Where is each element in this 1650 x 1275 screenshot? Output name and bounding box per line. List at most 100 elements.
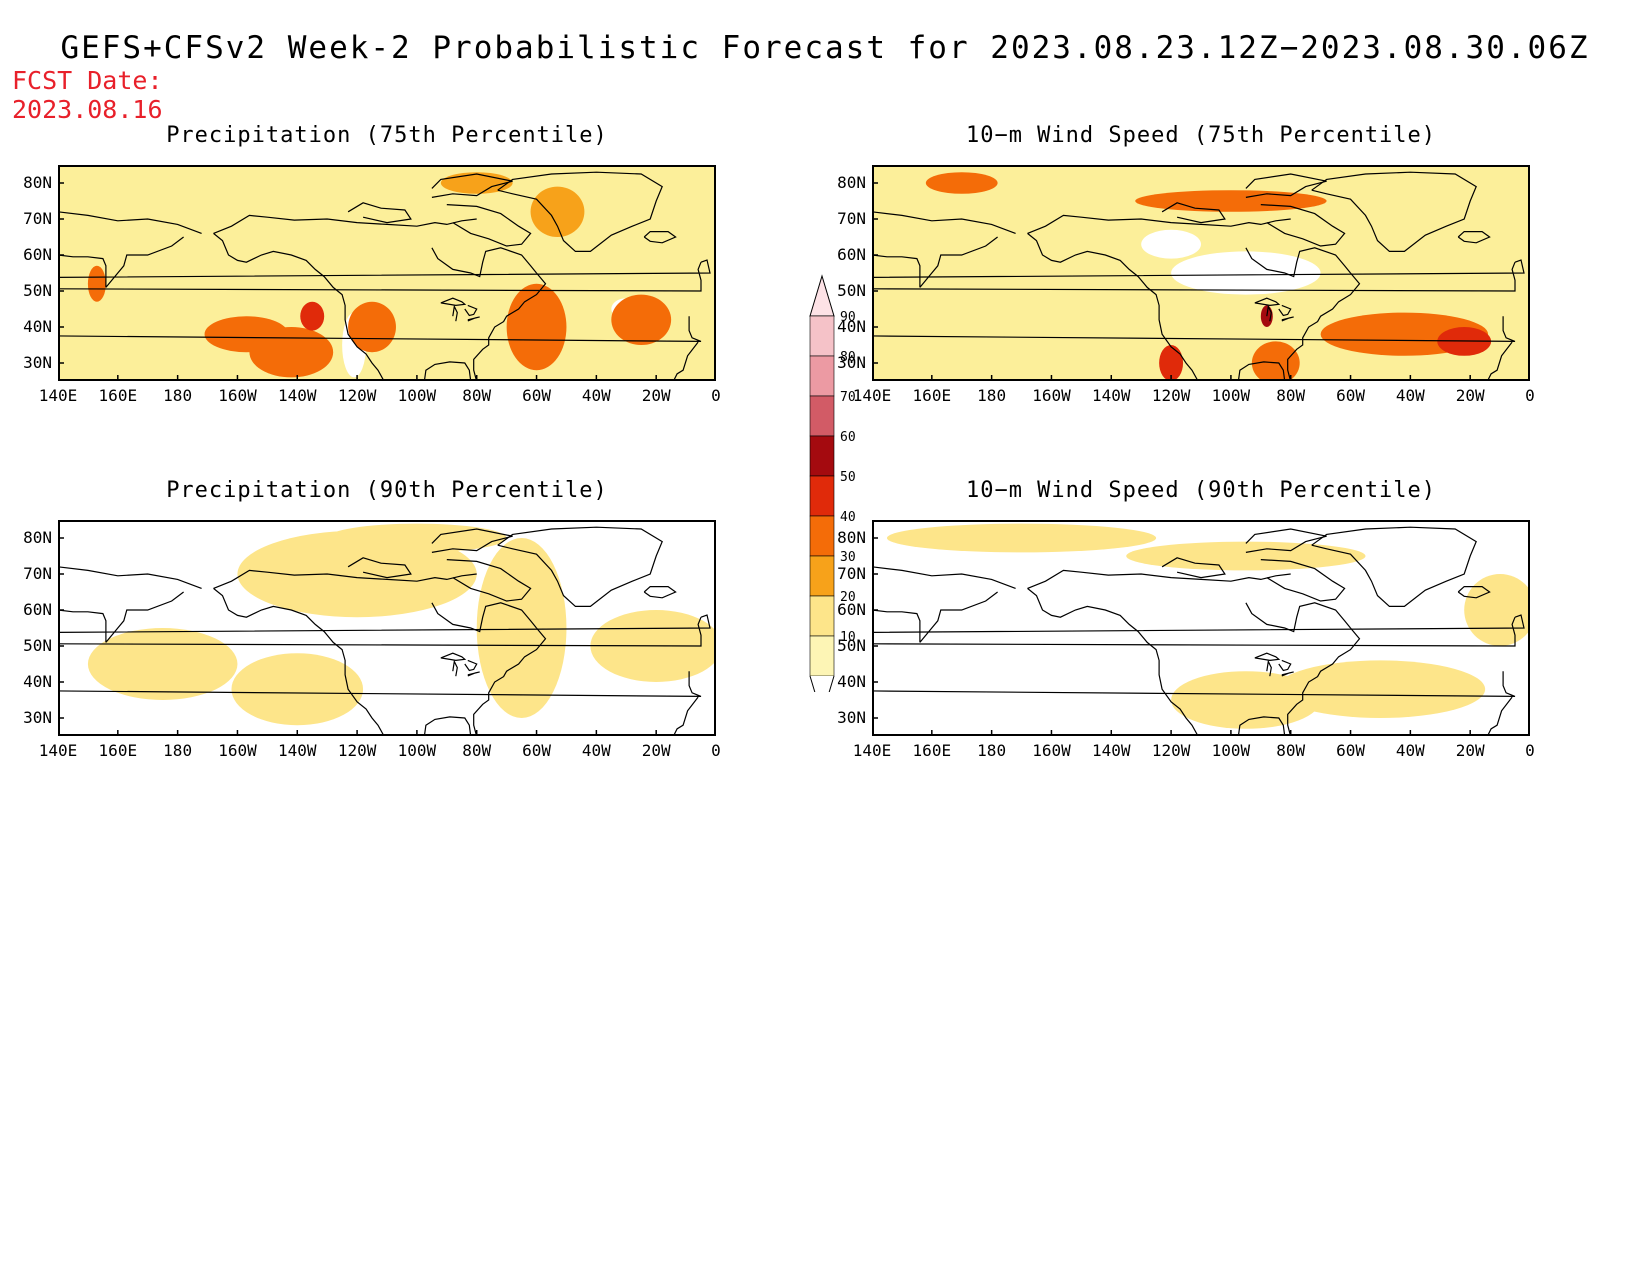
lon-label: 80W <box>1276 386 1306 405</box>
coastline <box>1287 627 1361 735</box>
coastline <box>1027 214 1291 234</box>
probability-area-20 <box>1126 541 1366 571</box>
map-svg <box>872 520 1530 736</box>
lon-label: 140E <box>852 741 892 760</box>
coastline <box>1245 602 1351 633</box>
coastline <box>1245 247 1351 278</box>
probability-area-20 <box>237 530 477 618</box>
lon-label: 160W <box>1032 741 1071 760</box>
probability-area-20 <box>87 628 238 700</box>
lat-label: 60N <box>23 245 52 264</box>
lat-label: 40N <box>837 672 866 691</box>
coastline <box>58 566 202 589</box>
coastline <box>872 259 1525 292</box>
probability-area-30 <box>440 172 513 194</box>
colorbar-label: 80 <box>840 350 856 365</box>
lon-label: 140W <box>278 741 317 760</box>
coastline <box>872 211 1016 234</box>
lon-label: 140E <box>852 386 892 405</box>
coastline <box>58 671 702 697</box>
coastline <box>1027 587 1199 736</box>
coastline <box>58 614 711 647</box>
coastline <box>105 591 184 643</box>
lon-label: 180 <box>163 386 193 405</box>
coastline <box>643 230 677 244</box>
colorbar-segment-10 <box>809 635 835 677</box>
colorbar-segment-20 <box>809 595 835 637</box>
colorbar-label: 50 <box>840 470 856 485</box>
lat-label: 80N <box>837 173 866 192</box>
coastline <box>872 671 1516 697</box>
coastline <box>1245 528 1327 553</box>
coastline <box>1278 304 1292 317</box>
colorbar-svg: 90 80 70 60 50 40 30 20 10 <box>809 274 856 718</box>
colorbar-label: 90 <box>840 310 856 325</box>
low-probability-area <box>1171 251 1321 295</box>
coastline <box>58 259 711 292</box>
panel-title-wind-75: 10−m Wind Speed (75th Percentile) <box>965 123 1437 148</box>
probability-area-40 <box>348 301 396 353</box>
coastline <box>919 591 998 643</box>
coastline <box>58 316 702 342</box>
lon-label: 140W <box>1092 741 1131 760</box>
lon-label: 20W <box>641 386 671 405</box>
lon-label: 80W <box>462 741 492 760</box>
lat-label: 80N <box>23 528 52 547</box>
probability-area-40 <box>925 172 998 194</box>
probability-area-40 <box>506 283 567 371</box>
lon-label: 20W <box>641 741 671 760</box>
coastline <box>497 171 663 253</box>
map-frame <box>872 165 1530 381</box>
coastline <box>1245 173 1327 198</box>
lon-label: 0 <box>711 741 721 760</box>
probability-area-20 <box>886 523 1157 553</box>
lon-label: 140E <box>38 386 78 405</box>
coastline <box>213 587 385 736</box>
coastline <box>467 671 480 677</box>
fcst-date-label: FCST Date: <box>12 66 163 95</box>
colorbar-label: 30 <box>840 550 856 565</box>
panel-title-precip-90: Precipitation (90th Percentile) <box>166 478 608 503</box>
coastline <box>105 236 184 288</box>
map-frame <box>872 520 1530 736</box>
lon-label: 140W <box>1092 386 1131 405</box>
coastline <box>1457 585 1491 599</box>
lon-label: 160W <box>218 386 257 405</box>
lon-label: 180 <box>163 741 193 760</box>
coastline <box>1266 304 1272 322</box>
lat-label: 70N <box>837 209 866 228</box>
lon-label: 100W <box>1211 741 1251 760</box>
coastline <box>872 614 1525 647</box>
colorbar-label: 60 <box>840 430 856 445</box>
coastline <box>423 716 472 736</box>
coastline <box>872 316 1516 342</box>
colorbar-segment-40 <box>809 515 835 557</box>
probability-area-40 <box>1135 190 1327 212</box>
lon-label: 60W <box>522 386 551 405</box>
lat-label: 70N <box>837 564 866 583</box>
map-svg <box>872 165 1530 381</box>
coastline <box>347 557 412 579</box>
coastline <box>431 602 537 633</box>
main-title: GEFS+CFSv2 Week-2 Probabilistic Forecast… <box>60 30 1590 66</box>
map-precip-90 <box>58 520 716 736</box>
coastline <box>213 569 477 589</box>
lon-label: 160E <box>912 741 952 760</box>
lat-label: 80N <box>23 173 52 192</box>
lon-label: 120W <box>337 386 377 405</box>
lon-label: 160E <box>98 741 138 760</box>
coastline <box>497 526 663 608</box>
lat-label: 50N <box>23 281 52 300</box>
probability-area-30 <box>530 186 585 237</box>
lat-label: 70N <box>23 209 52 228</box>
coastline <box>58 211 202 234</box>
lon-label: 0 <box>1525 741 1535 760</box>
lat-label: 60N <box>837 600 866 619</box>
colorbar-label: 40 <box>840 510 856 525</box>
coastline <box>452 659 458 677</box>
panel-title-precip-75: Precipitation (75th Percentile) <box>166 123 608 148</box>
coastline <box>464 304 478 317</box>
colorbar-segment-30 <box>809 555 835 597</box>
coastline <box>446 204 532 247</box>
lat-label: 70N <box>23 564 52 583</box>
